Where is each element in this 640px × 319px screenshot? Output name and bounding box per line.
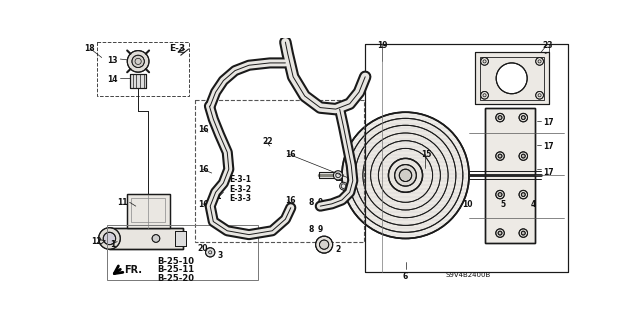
Circle shape bbox=[519, 190, 527, 199]
Circle shape bbox=[522, 116, 525, 120]
Bar bbox=[109, 228, 183, 249]
Text: 16: 16 bbox=[198, 165, 208, 174]
Text: 9: 9 bbox=[318, 225, 323, 234]
Text: 12: 12 bbox=[92, 237, 102, 246]
Circle shape bbox=[496, 63, 527, 94]
Bar bbox=[175, 231, 186, 246]
Bar bbox=[365, 44, 568, 271]
Circle shape bbox=[522, 193, 525, 197]
Circle shape bbox=[481, 57, 488, 65]
Circle shape bbox=[342, 112, 469, 239]
Text: 8: 8 bbox=[308, 198, 314, 207]
Text: 18: 18 bbox=[84, 44, 95, 54]
Circle shape bbox=[363, 133, 448, 218]
Circle shape bbox=[127, 51, 149, 72]
Circle shape bbox=[496, 190, 504, 199]
Bar bbox=[484, 108, 535, 243]
Text: 11: 11 bbox=[118, 198, 128, 207]
Text: 2: 2 bbox=[336, 245, 341, 254]
Text: 17: 17 bbox=[543, 118, 554, 127]
Bar bbox=[127, 194, 170, 228]
Circle shape bbox=[355, 125, 456, 226]
Text: 8: 8 bbox=[308, 225, 314, 234]
Text: E-3-2: E-3-2 bbox=[229, 185, 251, 194]
Circle shape bbox=[519, 152, 527, 160]
Text: B-25-11: B-25-11 bbox=[157, 265, 195, 274]
Circle shape bbox=[132, 55, 145, 68]
Text: E-3-3: E-3-3 bbox=[229, 194, 251, 203]
Bar bbox=[175, 231, 186, 246]
Circle shape bbox=[498, 193, 502, 197]
Circle shape bbox=[498, 154, 502, 158]
Bar bbox=[195, 100, 364, 242]
Circle shape bbox=[99, 228, 120, 249]
Text: 16: 16 bbox=[285, 196, 296, 205]
Circle shape bbox=[522, 231, 525, 235]
Circle shape bbox=[481, 92, 488, 99]
Text: 13: 13 bbox=[108, 56, 118, 65]
Circle shape bbox=[395, 165, 417, 186]
Text: 14: 14 bbox=[108, 75, 118, 84]
Text: 22: 22 bbox=[262, 137, 273, 146]
Text: 21: 21 bbox=[212, 192, 222, 201]
Circle shape bbox=[388, 159, 422, 192]
Text: 5: 5 bbox=[500, 200, 505, 209]
Bar bbox=[107, 225, 259, 280]
Bar bbox=[131, 198, 165, 221]
Circle shape bbox=[103, 232, 116, 245]
Text: B-25-10: B-25-10 bbox=[157, 257, 195, 266]
Circle shape bbox=[536, 92, 543, 99]
Circle shape bbox=[519, 113, 527, 122]
Circle shape bbox=[371, 141, 440, 210]
Text: 6: 6 bbox=[403, 272, 408, 281]
Text: 16: 16 bbox=[198, 200, 208, 209]
Text: S9V4B2400B: S9V4B2400B bbox=[446, 272, 491, 278]
Bar bbox=[97, 42, 189, 96]
Text: B-25-20: B-25-20 bbox=[157, 274, 195, 283]
Circle shape bbox=[496, 113, 504, 122]
Bar bbox=[131, 74, 146, 87]
Bar bbox=[476, 52, 549, 105]
Circle shape bbox=[498, 231, 502, 235]
Text: 16: 16 bbox=[285, 150, 296, 159]
Text: 10: 10 bbox=[462, 200, 472, 209]
Text: 9: 9 bbox=[318, 198, 323, 207]
Circle shape bbox=[333, 171, 343, 180]
Bar bbox=[131, 74, 146, 87]
Circle shape bbox=[316, 236, 333, 253]
Circle shape bbox=[152, 235, 160, 242]
Bar bbox=[127, 194, 170, 228]
Text: 16: 16 bbox=[198, 125, 208, 134]
Text: E-3-1: E-3-1 bbox=[229, 175, 251, 184]
Text: 3: 3 bbox=[218, 251, 223, 260]
Text: 4: 4 bbox=[531, 200, 536, 209]
Text: 23: 23 bbox=[542, 41, 552, 49]
Circle shape bbox=[496, 229, 504, 237]
Bar bbox=[480, 57, 544, 100]
Text: 7: 7 bbox=[280, 41, 285, 49]
Circle shape bbox=[399, 169, 412, 182]
Circle shape bbox=[498, 116, 502, 120]
Circle shape bbox=[205, 248, 215, 257]
Circle shape bbox=[348, 118, 463, 232]
Circle shape bbox=[522, 154, 525, 158]
Text: FR.: FR. bbox=[124, 265, 142, 275]
Text: 17: 17 bbox=[543, 168, 554, 177]
Bar bbox=[484, 108, 535, 243]
Circle shape bbox=[340, 182, 348, 190]
Text: E-3: E-3 bbox=[169, 44, 185, 54]
Text: 19: 19 bbox=[377, 41, 387, 49]
Circle shape bbox=[378, 148, 433, 202]
Circle shape bbox=[319, 240, 329, 249]
Text: 1: 1 bbox=[110, 240, 115, 249]
Bar bbox=[476, 52, 549, 105]
Circle shape bbox=[536, 57, 543, 65]
Text: 17: 17 bbox=[543, 142, 554, 151]
Circle shape bbox=[519, 229, 527, 237]
Text: 20: 20 bbox=[198, 244, 208, 253]
Bar bbox=[109, 228, 183, 249]
Text: 15: 15 bbox=[421, 150, 431, 159]
Circle shape bbox=[496, 152, 504, 160]
